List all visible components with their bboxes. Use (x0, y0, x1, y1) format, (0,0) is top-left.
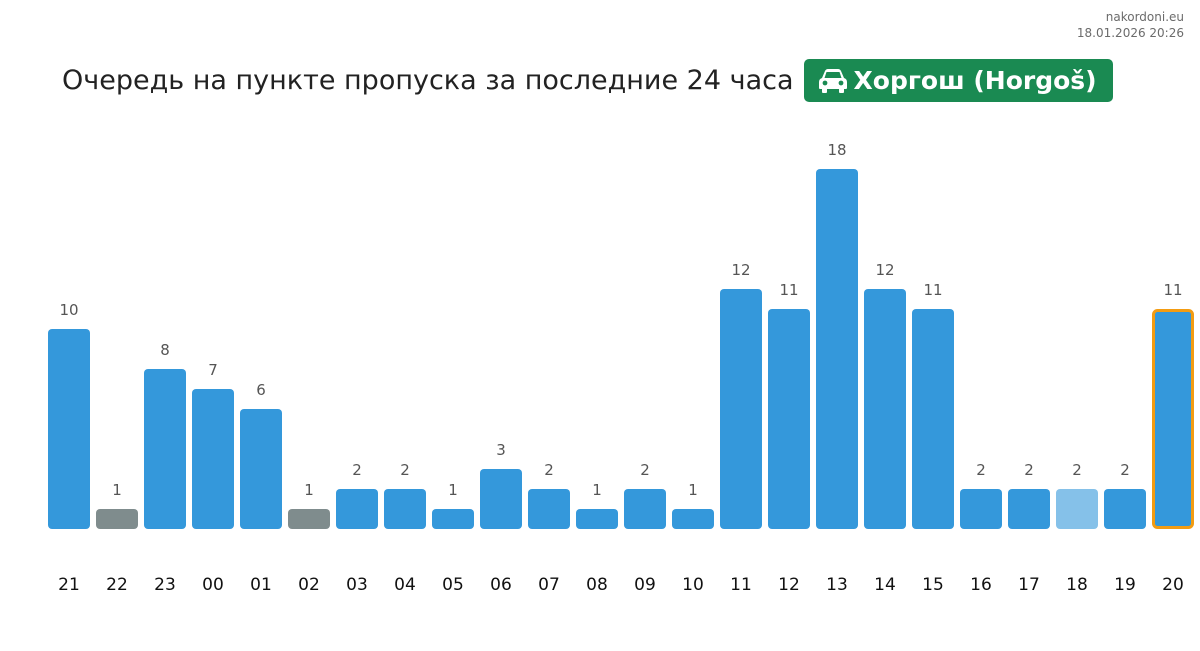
category-label-11: 11 (730, 575, 752, 595)
car-icon (818, 68, 848, 94)
bar-06 (480, 469, 522, 529)
value-label-16: 2 (976, 461, 986, 479)
category-label-20: 20 (1162, 575, 1184, 595)
meta-info: nakordoni.eu 18.01.2026 20:26 (1077, 9, 1184, 41)
bar-07 (528, 489, 570, 529)
bar-05 (432, 509, 474, 529)
value-label-19: 2 (1120, 461, 1130, 479)
category-label-03: 03 (346, 575, 368, 595)
bar-09 (624, 489, 666, 529)
bar-01 (240, 409, 282, 529)
value-label-23: 8 (160, 341, 170, 359)
value-label-02: 1 (304, 481, 314, 499)
value-label-18: 2 (1072, 461, 1082, 479)
value-label-08: 1 (592, 481, 602, 499)
bar-15 (912, 309, 954, 529)
bar-20 (1152, 309, 1194, 529)
bar-00 (192, 389, 234, 529)
category-label-16: 16 (970, 575, 992, 595)
crossing-name: Хоргош (Horgoš) (853, 66, 1097, 95)
bar-08 (576, 509, 618, 529)
value-label-03: 2 (352, 461, 362, 479)
category-label-07: 07 (538, 575, 560, 595)
chart-title: Очередь на пункте пропуска за последние … (62, 65, 794, 96)
bar-13 (816, 169, 858, 529)
bar-02 (288, 509, 330, 529)
value-label-04: 2 (400, 461, 410, 479)
bar-23 (144, 369, 186, 529)
category-label-21: 21 (58, 575, 80, 595)
timestamp: 18.01.2026 20:26 (1076, 26, 1184, 40)
category-label-18: 18 (1066, 575, 1088, 595)
category-label-10: 10 (682, 575, 704, 595)
crossing-badge: Хоргош (Horgoš) (803, 59, 1113, 102)
value-label-10: 1 (688, 481, 698, 499)
category-label-09: 09 (634, 575, 656, 595)
category-label-04: 04 (394, 575, 416, 595)
category-label-13: 13 (826, 575, 848, 595)
category-label-23: 23 (154, 575, 176, 595)
chart-header: Очередь на пункте пропуска за последние … (62, 59, 1113, 102)
value-label-09: 2 (640, 461, 650, 479)
value-label-14: 12 (875, 261, 894, 279)
site-name: nakordoni.eu (1105, 10, 1184, 24)
value-label-05: 1 (448, 481, 458, 499)
bar-14 (864, 289, 906, 529)
value-label-12: 11 (779, 281, 798, 299)
category-label-02: 02 (298, 575, 320, 595)
category-label-00: 00 (202, 575, 224, 595)
bar-19 (1104, 489, 1146, 529)
category-label-17: 17 (1018, 575, 1040, 595)
value-label-13: 18 (827, 141, 846, 159)
bar-21 (48, 329, 90, 529)
category-label-14: 14 (874, 575, 896, 595)
category-label-19: 19 (1114, 575, 1136, 595)
bar-04 (384, 489, 426, 529)
bar-12 (768, 309, 810, 529)
category-label-06: 06 (490, 575, 512, 595)
bar-03 (336, 489, 378, 529)
bar-10 (672, 509, 714, 529)
value-label-20: 11 (1163, 281, 1182, 299)
value-label-01: 6 (256, 381, 266, 399)
bar-22 (96, 509, 138, 529)
category-label-05: 05 (442, 575, 464, 595)
category-label-01: 01 (250, 575, 272, 595)
value-label-11: 12 (731, 261, 750, 279)
value-label-07: 2 (544, 461, 554, 479)
category-label-15: 15 (922, 575, 944, 595)
value-label-21: 10 (59, 301, 78, 319)
value-label-17: 2 (1024, 461, 1034, 479)
bar-16 (960, 489, 1002, 529)
value-label-06: 3 (496, 441, 506, 459)
bar-11 (720, 289, 762, 529)
bar-chart: 1021122823700601102203204105306207108209… (48, 141, 1194, 595)
bar-17 (1008, 489, 1050, 529)
value-label-00: 7 (208, 361, 218, 379)
category-label-08: 08 (586, 575, 608, 595)
category-label-22: 22 (106, 575, 128, 595)
category-label-12: 12 (778, 575, 800, 595)
bar-18 (1056, 489, 1098, 529)
value-label-22: 1 (112, 481, 122, 499)
value-label-15: 11 (923, 281, 942, 299)
